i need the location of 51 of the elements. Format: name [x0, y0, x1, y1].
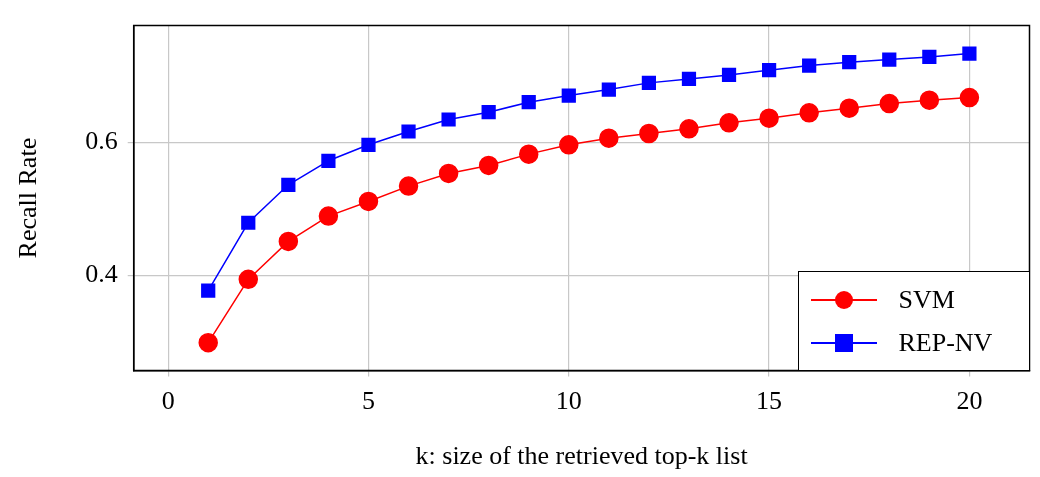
y-tick-label: 0.4 [85, 259, 118, 289]
point [198, 332, 218, 353]
y-axis-title: Recall Rate [13, 137, 43, 259]
x-tick-label: 0 [161, 386, 175, 416]
x-tick-label: 15 [756, 386, 783, 416]
point [201, 283, 216, 298]
point [278, 231, 299, 252]
point [438, 163, 459, 184]
point [802, 58, 817, 73]
point [281, 177, 296, 192]
point [761, 63, 777, 78]
point [839, 98, 859, 118]
point [919, 90, 940, 110]
point [441, 112, 456, 127]
point [842, 55, 857, 70]
point [521, 95, 536, 110]
point [799, 103, 819, 123]
point [759, 108, 779, 128]
point [639, 123, 659, 144]
point [398, 176, 419, 196]
point [321, 153, 336, 168]
point [681, 71, 697, 86]
point [882, 52, 897, 67]
point [481, 105, 496, 120]
point [719, 113, 739, 133]
point [601, 82, 616, 97]
y-tick-label: 0.6 [85, 125, 118, 155]
legend-label: SVM [897, 285, 956, 316]
x-tick-label: 10 [555, 386, 582, 416]
x-tick-label: 20 [956, 386, 983, 416]
point [518, 144, 539, 164]
legend-label: REP-NV [897, 328, 994, 359]
point [238, 269, 259, 290]
point [361, 137, 376, 152]
point [318, 206, 339, 226]
point [962, 46, 977, 61]
point [879, 93, 900, 114]
point [358, 191, 379, 212]
point [561, 88, 576, 103]
x-tick-label: 5 [361, 386, 375, 416]
point [559, 135, 579, 155]
point [478, 155, 499, 176]
point [922, 49, 937, 65]
point [241, 215, 256, 230]
point [401, 124, 416, 139]
x-axis-title: k: size of the retrieved top-k list [415, 441, 749, 471]
point [721, 67, 737, 82]
point [959, 87, 980, 108]
point [679, 119, 699, 139]
point [641, 75, 657, 90]
point [599, 128, 619, 148]
